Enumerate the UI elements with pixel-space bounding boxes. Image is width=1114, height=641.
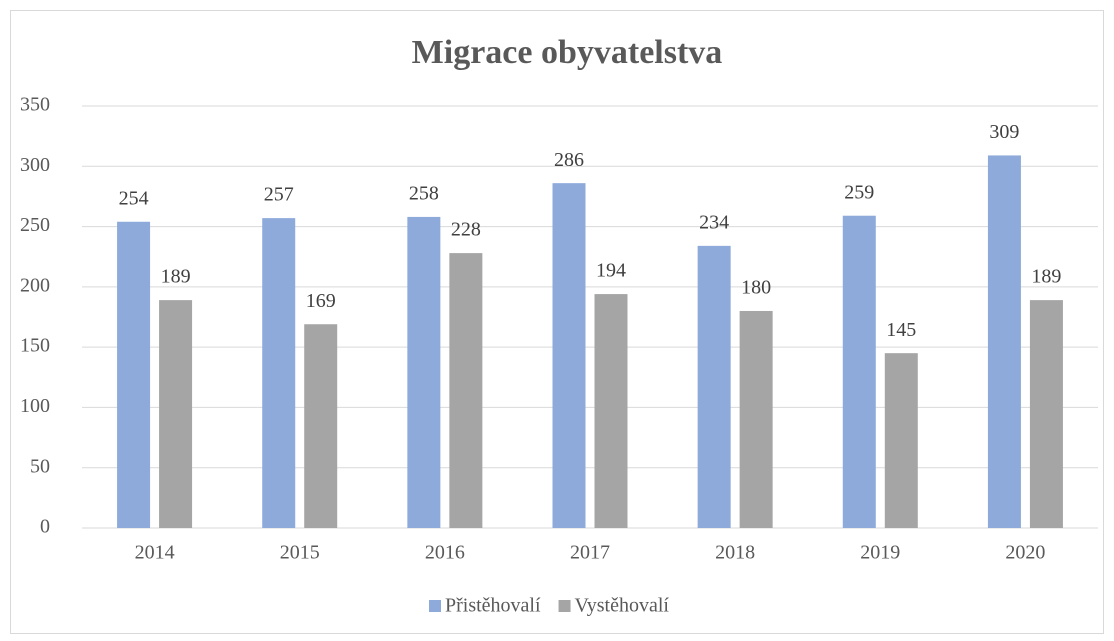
bar — [304, 324, 338, 528]
data-label: 169 — [306, 290, 336, 312]
data-label: 286 — [554, 149, 584, 171]
legend-label: Přistěhovalí — [445, 595, 541, 617]
data-label: 180 — [741, 277, 771, 299]
bar — [552, 183, 586, 528]
chart-title: Migrace obyvatelstva — [412, 34, 723, 71]
y-tick-label: 100 — [20, 395, 50, 417]
legend-label: Vystěhovalí — [575, 595, 670, 617]
data-label: 228 — [451, 219, 481, 241]
y-tick-label: 300 — [20, 154, 50, 176]
data-label: 257 — [264, 184, 294, 206]
bar — [987, 155, 1021, 529]
legend-swatch — [558, 600, 571, 612]
bar — [117, 221, 151, 528]
data-label: 258 — [409, 183, 439, 205]
bar — [407, 216, 441, 528]
x-tick-label: 2014 — [135, 542, 175, 564]
x-tick-label: 2018 — [715, 542, 755, 564]
legend-swatch — [429, 600, 441, 612]
y-tick-label: 150 — [20, 335, 50, 357]
data-label: 194 — [596, 260, 626, 282]
data-label: 189 — [161, 266, 191, 288]
bar — [262, 218, 296, 529]
bar — [842, 215, 876, 528]
bar — [1029, 300, 1063, 528]
data-label: 254 — [119, 187, 149, 209]
x-tick-label: 2016 — [425, 542, 465, 564]
x-tick-label: 2019 — [860, 542, 900, 564]
bar — [739, 310, 773, 528]
data-label: 145 — [886, 319, 916, 341]
y-tick-label: 200 — [20, 274, 50, 296]
data-label: 259 — [844, 181, 874, 203]
x-tick-label: 2015 — [280, 542, 320, 564]
y-tick-label: 0 — [40, 516, 50, 538]
bar — [594, 294, 628, 528]
bar — [697, 245, 731, 528]
data-label: 234 — [699, 211, 729, 233]
bar — [159, 300, 193, 528]
x-tick-label: 2020 — [1005, 542, 1045, 564]
x-tick-label: 2017 — [570, 542, 610, 564]
data-label: 189 — [1031, 266, 1061, 288]
y-tick-label: 50 — [30, 455, 50, 477]
bar — [449, 253, 483, 528]
data-label: 309 — [989, 121, 1019, 143]
y-tick-label: 250 — [20, 214, 50, 236]
bar — [884, 353, 918, 528]
y-tick-label: 350 — [20, 94, 50, 116]
